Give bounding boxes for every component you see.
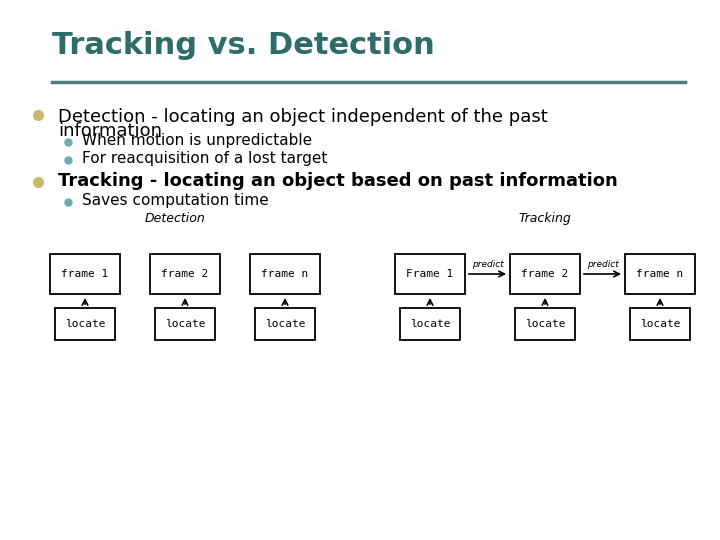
Text: When motion is unpredictable: When motion is unpredictable bbox=[82, 133, 312, 148]
Text: locate: locate bbox=[525, 319, 565, 329]
Text: locate: locate bbox=[640, 319, 680, 329]
Text: locate: locate bbox=[65, 319, 105, 329]
Text: frame n: frame n bbox=[261, 269, 309, 279]
Text: frame n: frame n bbox=[636, 269, 683, 279]
Text: frame 2: frame 2 bbox=[521, 269, 569, 279]
Text: frame 1: frame 1 bbox=[61, 269, 109, 279]
FancyBboxPatch shape bbox=[155, 308, 215, 340]
FancyBboxPatch shape bbox=[50, 254, 120, 294]
FancyBboxPatch shape bbox=[55, 308, 115, 340]
FancyBboxPatch shape bbox=[400, 308, 460, 340]
FancyBboxPatch shape bbox=[630, 308, 690, 340]
Text: Tracking: Tracking bbox=[518, 212, 572, 225]
Text: information: information bbox=[58, 122, 162, 140]
Text: Detection: Detection bbox=[145, 212, 205, 225]
Text: Detection - locating an object independent of the past: Detection - locating an object independe… bbox=[58, 108, 548, 126]
Text: For reacquisition of a lost target: For reacquisition of a lost target bbox=[82, 152, 328, 166]
Text: Frame 1: Frame 1 bbox=[406, 269, 454, 279]
FancyBboxPatch shape bbox=[250, 254, 320, 294]
Text: predict: predict bbox=[587, 260, 618, 269]
FancyBboxPatch shape bbox=[625, 254, 695, 294]
FancyBboxPatch shape bbox=[510, 254, 580, 294]
Text: locate: locate bbox=[410, 319, 450, 329]
Text: Tracking - locating an object based on past information: Tracking - locating an object based on p… bbox=[58, 172, 618, 190]
FancyBboxPatch shape bbox=[255, 308, 315, 340]
FancyBboxPatch shape bbox=[395, 254, 465, 294]
Text: frame 2: frame 2 bbox=[161, 269, 209, 279]
Text: locate: locate bbox=[265, 319, 305, 329]
Text: Saves computation time: Saves computation time bbox=[82, 193, 269, 208]
Text: Tracking vs. Detection: Tracking vs. Detection bbox=[52, 31, 435, 60]
FancyBboxPatch shape bbox=[515, 308, 575, 340]
FancyBboxPatch shape bbox=[150, 254, 220, 294]
Text: predict: predict bbox=[472, 260, 503, 269]
Text: locate: locate bbox=[165, 319, 205, 329]
